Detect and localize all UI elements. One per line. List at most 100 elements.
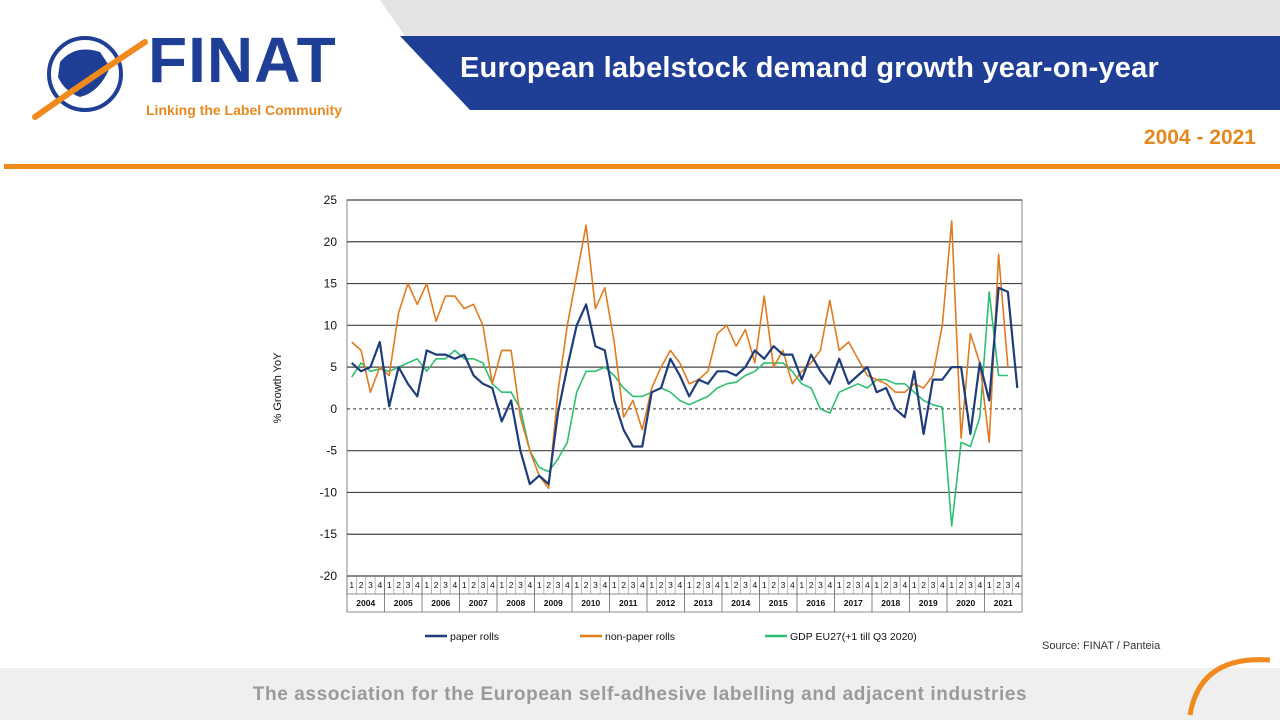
quarter-tick-label: 1 <box>612 580 617 590</box>
quarter-tick-label: 1 <box>987 580 992 590</box>
quarter-tick-label: 3 <box>631 580 636 590</box>
quarter-tick-label: 2 <box>996 580 1001 590</box>
year-tick-label: 2016 <box>806 598 825 608</box>
series-line-paper-rolls <box>350 286 1019 486</box>
quarter-tick-label: 3 <box>556 580 561 590</box>
quarter-tick-label: 3 <box>443 580 448 590</box>
quarter-tick-label: 1 <box>649 580 654 590</box>
y-tick-label: -10 <box>320 485 338 499</box>
quarter-tick-label: 4 <box>602 580 607 590</box>
quarter-tick-label: 1 <box>387 580 392 590</box>
quarter-tick-label: 3 <box>818 580 823 590</box>
y-tick-label: -5 <box>326 444 337 458</box>
quarter-tick-label: 3 <box>593 580 598 590</box>
year-tick-label: 2009 <box>544 598 563 608</box>
series-line-non-paper-rolls <box>351 220 1009 490</box>
year-tick-label: 2013 <box>694 598 713 608</box>
y-tick-label: 5 <box>330 360 337 374</box>
logo-wordmark: FINAT <box>148 24 337 96</box>
y-tick-label: -15 <box>320 527 338 541</box>
quarter-tick-label: 1 <box>912 580 917 590</box>
quarter-tick-label: 4 <box>790 580 795 590</box>
quarter-tick-label: 4 <box>827 580 832 590</box>
year-tick-label: 2020 <box>956 598 975 608</box>
y-axis-title: % Growth YoY <box>272 352 284 424</box>
quarter-tick-label: 4 <box>415 580 420 590</box>
quarter-tick-label: 1 <box>349 580 354 590</box>
quarter-tick-label: 2 <box>809 580 814 590</box>
quarter-tick-label: 2 <box>471 580 476 590</box>
quarter-tick-label: 4 <box>902 580 907 590</box>
quarter-tick-label: 1 <box>724 580 729 590</box>
y-tick-label: 20 <box>324 235 338 249</box>
quarter-tick-label: 4 <box>640 580 645 590</box>
quarter-tick-label: 1 <box>574 580 579 590</box>
quarter-tick-label: 2 <box>696 580 701 590</box>
quarter-tick-label: 3 <box>781 580 786 590</box>
quarter-tick-label: 4 <box>1015 580 1020 590</box>
quarter-tick-label: 4 <box>865 580 870 590</box>
footer-text: The association for the European self-ad… <box>252 684 1028 705</box>
page-title: European labelstock demand growth year-o… <box>460 52 1159 84</box>
quarter-tick-label: 3 <box>368 580 373 590</box>
grey-band <box>380 0 1280 36</box>
finat-globe-icon <box>32 36 148 120</box>
quarter-tick-label: 2 <box>734 580 739 590</box>
quarter-tick-label: 2 <box>884 580 889 590</box>
quarter-tick-label: 1 <box>537 580 542 590</box>
year-tick-label: 2014 <box>731 598 750 608</box>
year-tick-label: 2008 <box>506 598 525 608</box>
year-tick-label: 2019 <box>919 598 938 608</box>
quarter-tick-label: 1 <box>462 580 467 590</box>
blue-title-bar <box>400 36 1280 110</box>
year-tick-label: 2021 <box>994 598 1013 608</box>
year-tick-label: 2018 <box>881 598 900 608</box>
quarter-tick-label: 2 <box>771 580 776 590</box>
legend-label: paper rolls <box>450 631 499 643</box>
quarter-tick-label: 1 <box>762 580 767 590</box>
quarter-tick-label: 1 <box>949 580 954 590</box>
year-tick-label: 2006 <box>431 598 450 608</box>
quarter-tick-label: 3 <box>406 580 411 590</box>
quarter-tick-label: 3 <box>931 580 936 590</box>
title-band <box>380 0 1280 110</box>
quarter-tick-label: 4 <box>715 580 720 590</box>
quarter-tick-label: 2 <box>359 580 364 590</box>
quarter-tick-label: 3 <box>706 580 711 590</box>
quarter-tick-label: 3 <box>893 580 898 590</box>
quarter-tick-label: 2 <box>659 580 664 590</box>
quarter-tick-label: 1 <box>687 580 692 590</box>
quarter-tick-label: 4 <box>452 580 457 590</box>
legend-label: non-paper rolls <box>605 631 675 643</box>
year-range: 2004 - 2021 <box>1143 126 1256 149</box>
y-tick-label: 0 <box>330 402 337 416</box>
quarter-tick-label: 4 <box>565 580 570 590</box>
footer-band <box>0 668 1280 720</box>
quarter-tick-label: 2 <box>509 580 514 590</box>
orange-swoosh-icon <box>1187 657 1271 716</box>
year-tick-label: 2007 <box>469 598 488 608</box>
quarter-tick-label: 3 <box>856 580 861 590</box>
quarter-tick-label: 2 <box>396 580 401 590</box>
year-tick-label: 2010 <box>581 598 600 608</box>
quarter-tick-label: 4 <box>490 580 495 590</box>
y-tick-label: 15 <box>324 277 338 291</box>
quarter-tick-label: 4 <box>977 580 982 590</box>
year-tick-label: 2005 <box>394 598 413 608</box>
legend-label: GDP EU27(+1 till Q3 2020) <box>790 631 917 643</box>
quarter-tick-label: 3 <box>481 580 486 590</box>
quarter-tick-label: 2 <box>846 580 851 590</box>
quarter-tick-label: 2 <box>434 580 439 590</box>
quarter-tick-label: 3 <box>518 580 523 590</box>
quarter-tick-label: 1 <box>799 580 804 590</box>
y-tick-label: -20 <box>320 569 338 583</box>
quarter-tick-label: 1 <box>424 580 429 590</box>
year-tick-label: 2017 <box>844 598 863 608</box>
y-tick-label: 25 <box>324 193 338 207</box>
year-tick-label: 2011 <box>619 598 638 608</box>
logo-tagline: Linking the Label Community <box>146 102 343 118</box>
year-tick-label: 2012 <box>656 598 675 608</box>
quarter-tick-label: 4 <box>527 580 532 590</box>
orange-divider <box>4 164 1280 169</box>
